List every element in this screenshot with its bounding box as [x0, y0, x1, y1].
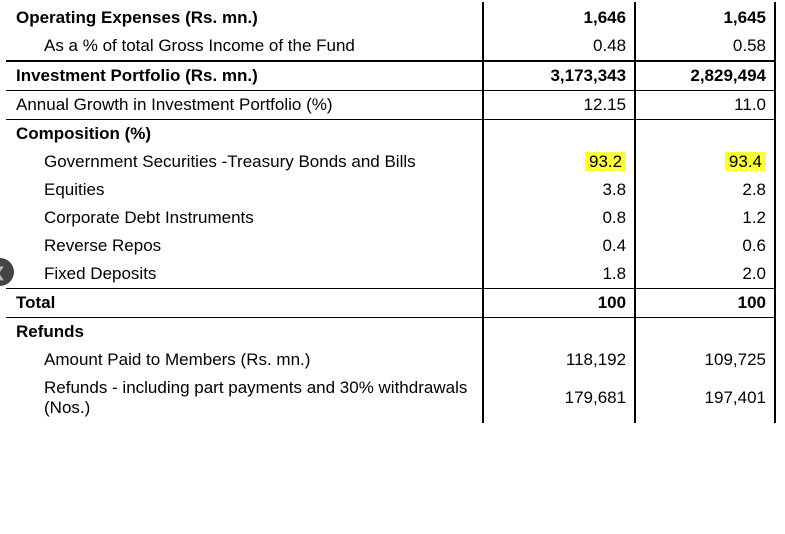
row-value-2: 93.4	[635, 148, 775, 176]
row-label: Amount Paid to Members (Rs. mn.)	[6, 346, 483, 374]
row-label: Annual Growth in Investment Portfolio (%…	[6, 91, 483, 120]
table-row: Corporate Debt Instruments0.81.2	[6, 204, 775, 232]
table-row: Total100100	[6, 289, 775, 318]
row-value-2: 1.2	[635, 204, 775, 232]
row-value-2	[635, 120, 775, 149]
row-value-1: 179,681	[483, 374, 635, 423]
row-value-1: 0.4	[483, 232, 635, 260]
row-label: Composition (%)	[6, 120, 483, 149]
row-value-2: 2,829,494	[635, 61, 775, 91]
table-row: As a % of total Gross Income of the Fund…	[6, 32, 775, 61]
row-label: Reverse Repos	[6, 232, 483, 260]
row-value-2: 1,645	[635, 2, 775, 32]
table-row: Investment Portfolio (Rs. mn.)3,173,3432…	[6, 61, 775, 91]
row-label: Fixed Deposits	[6, 260, 483, 289]
row-value-2	[635, 318, 775, 347]
table-row: Refunds	[6, 318, 775, 347]
row-value-2: 0.58	[635, 32, 775, 61]
row-value-2: 11.0	[635, 91, 775, 120]
row-value-1	[483, 120, 635, 149]
row-value-2: 2.0	[635, 260, 775, 289]
row-value-2: 0.6	[635, 232, 775, 260]
row-value-2: 2.8	[635, 176, 775, 204]
row-label: Equities	[6, 176, 483, 204]
row-label: Refunds	[6, 318, 483, 347]
row-value-1: 1,646	[483, 2, 635, 32]
row-value-1: 3.8	[483, 176, 635, 204]
table-row: Composition (%)	[6, 120, 775, 149]
row-value-1: 1.8	[483, 260, 635, 289]
row-value-1: 3,173,343	[483, 61, 635, 91]
row-value-2: 109,725	[635, 346, 775, 374]
nav-prev-glyph: ❮	[0, 264, 6, 281]
row-label: Refunds - including part payments and 30…	[6, 374, 483, 423]
row-value-1: 93.2	[483, 148, 635, 176]
table-row: Operating Expenses (Rs. mn.)1,6461,645	[6, 2, 775, 32]
table-row: Equities3.82.8	[6, 176, 775, 204]
row-value-1: 0.8	[483, 204, 635, 232]
highlighted-value: 93.4	[725, 152, 766, 171]
table-row: Fixed Deposits1.82.0	[6, 260, 775, 289]
row-value-1: 118,192	[483, 346, 635, 374]
row-value-1: 100	[483, 289, 635, 318]
row-value-1: 0.48	[483, 32, 635, 61]
row-label: Investment Portfolio (Rs. mn.)	[6, 61, 483, 91]
row-label: Total	[6, 289, 483, 318]
highlighted-value: 93.2	[585, 152, 626, 171]
row-label: Government Securities -Treasury Bonds an…	[6, 148, 483, 176]
table-row: Amount Paid to Members (Rs. mn.)118,1921…	[6, 346, 775, 374]
financial-table: Operating Expenses (Rs. mn.)1,6461,645As…	[6, 2, 776, 423]
row-value-2: 197,401	[635, 374, 775, 423]
row-label: Operating Expenses (Rs. mn.)	[6, 2, 483, 32]
row-label: As a % of total Gross Income of the Fund	[6, 32, 483, 61]
table-row: Reverse Repos0.40.6	[6, 232, 775, 260]
row-value-1: 12.15	[483, 91, 635, 120]
table-row: Annual Growth in Investment Portfolio (%…	[6, 91, 775, 120]
table-row: Refunds - including part payments and 30…	[6, 374, 775, 423]
row-value-2: 100	[635, 289, 775, 318]
row-value-1	[483, 318, 635, 347]
table-row: Government Securities -Treasury Bonds an…	[6, 148, 775, 176]
row-label: Corporate Debt Instruments	[6, 204, 483, 232]
